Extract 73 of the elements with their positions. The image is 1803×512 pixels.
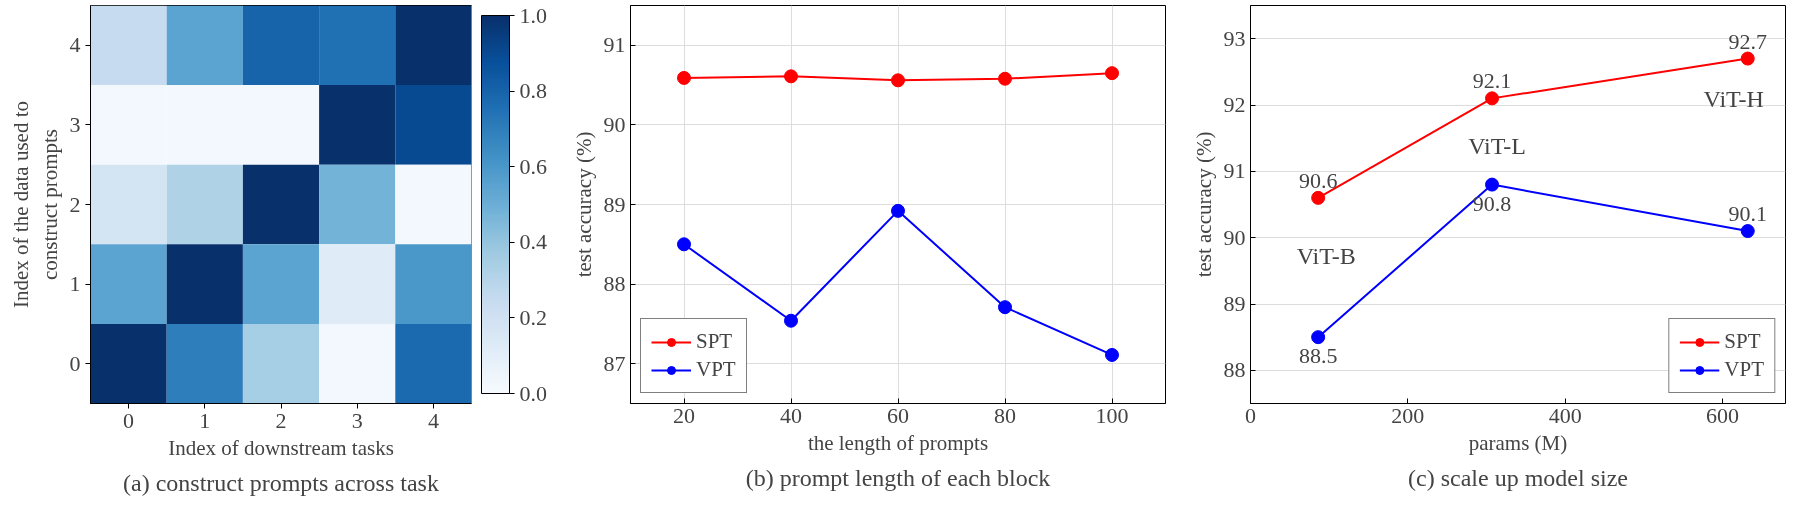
- color-bar-label: 0.2: [519, 304, 547, 330]
- text: (a) construct prompts across task: [123, 469, 439, 496]
- y-tick-label: 88: [1223, 357, 1246, 383]
- data-label: 88.5: [1298, 343, 1338, 369]
- x-tick-label: 3: [351, 407, 363, 433]
- point: [998, 71, 1012, 86]
- x-tick-label: 1: [199, 407, 211, 433]
- point: [1311, 190, 1326, 205]
- point: [784, 313, 798, 328]
- x-tick-label: 0: [123, 407, 135, 433]
- legend-label: VPT: [1724, 357, 1764, 382]
- point: [1105, 66, 1119, 81]
- y-tick-label: 0: [69, 350, 81, 376]
- data-label: 90.6: [1298, 167, 1338, 193]
- legend-label: SPT: [1724, 329, 1761, 354]
- color-bar-label: 1.0: [519, 2, 547, 28]
- color-bar-label: 0.6: [519, 153, 547, 179]
- point: [891, 203, 905, 218]
- x-axis-title: Index of downstream tasks: [168, 435, 394, 460]
- annotation: ViT-B: [1296, 242, 1356, 269]
- y-tick-label: 88: [603, 271, 626, 297]
- point: [1485, 177, 1500, 192]
- point: [1740, 224, 1755, 239]
- point: [1105, 347, 1119, 362]
- y-axis-title: test accuracy (%): [1191, 131, 1216, 278]
- color-bar-label: 0.4: [519, 229, 547, 255]
- point: [1311, 330, 1326, 345]
- x-tick-label: 400: [1548, 402, 1582, 428]
- point: [784, 69, 798, 84]
- y-tick-label: 91: [603, 32, 626, 58]
- x-tick-label: 80: [994, 402, 1016, 428]
- y-axis-title: Index of the data used to construct prompts: [8, 100, 62, 309]
- y-tick-label: 89: [603, 191, 626, 217]
- data-label: 92.7: [1728, 28, 1767, 54]
- y-tick-label: 87: [603, 350, 626, 376]
- y-tick-label: 91: [1223, 158, 1246, 184]
- x-tick-label: 20: [673, 402, 695, 428]
- y-tick-label: 2: [69, 191, 81, 217]
- text: (b) prompt length of each block: [745, 464, 1051, 491]
- x-tick-label: 40: [780, 402, 802, 428]
- x-tick-label: 200: [1391, 402, 1425, 428]
- data-label: 90.1: [1728, 201, 1767, 227]
- annotation: ViT-L: [1468, 133, 1526, 160]
- y-tick-label: 93: [1223, 25, 1246, 51]
- y-axis-title: test accuracy (%): [571, 131, 596, 278]
- y-tick-label: 1: [69, 271, 81, 297]
- x-tick-label: 600: [1706, 402, 1740, 428]
- x-tick-label: 4: [427, 407, 439, 433]
- text: (c) scale up model size: [1408, 464, 1628, 491]
- x-tick-label: 2: [275, 407, 287, 433]
- y-tick-label: 4: [69, 32, 81, 58]
- x-axis-title: params (M): [1468, 430, 1568, 455]
- point: [677, 70, 691, 85]
- y-tick-label: 90: [1223, 224, 1246, 250]
- x-tick-label: 60: [887, 402, 909, 428]
- color-bar-label: 0.8: [519, 78, 547, 104]
- point: [1485, 91, 1500, 106]
- annotation: ViT-H: [1703, 85, 1764, 112]
- point: [677, 237, 691, 252]
- y-tick-label: 3: [69, 111, 81, 137]
- point: [998, 300, 1012, 315]
- x-tick-label: 100: [1095, 402, 1129, 428]
- color-bar-label: 0.0: [519, 380, 547, 406]
- data-label: 90.8: [1472, 190, 1512, 216]
- point: [1740, 51, 1755, 66]
- legend-label: SPT: [696, 329, 733, 354]
- point: [891, 73, 905, 88]
- y-tick-label: 92: [1223, 92, 1246, 117]
- x-axis-title: the length of prompts: [807, 430, 989, 455]
- data-label: 92.1: [1472, 68, 1512, 94]
- y-tick-label: 90: [603, 111, 626, 137]
- y-tick-label: 89: [1223, 291, 1246, 316]
- legend-label: VPT: [696, 357, 736, 382]
